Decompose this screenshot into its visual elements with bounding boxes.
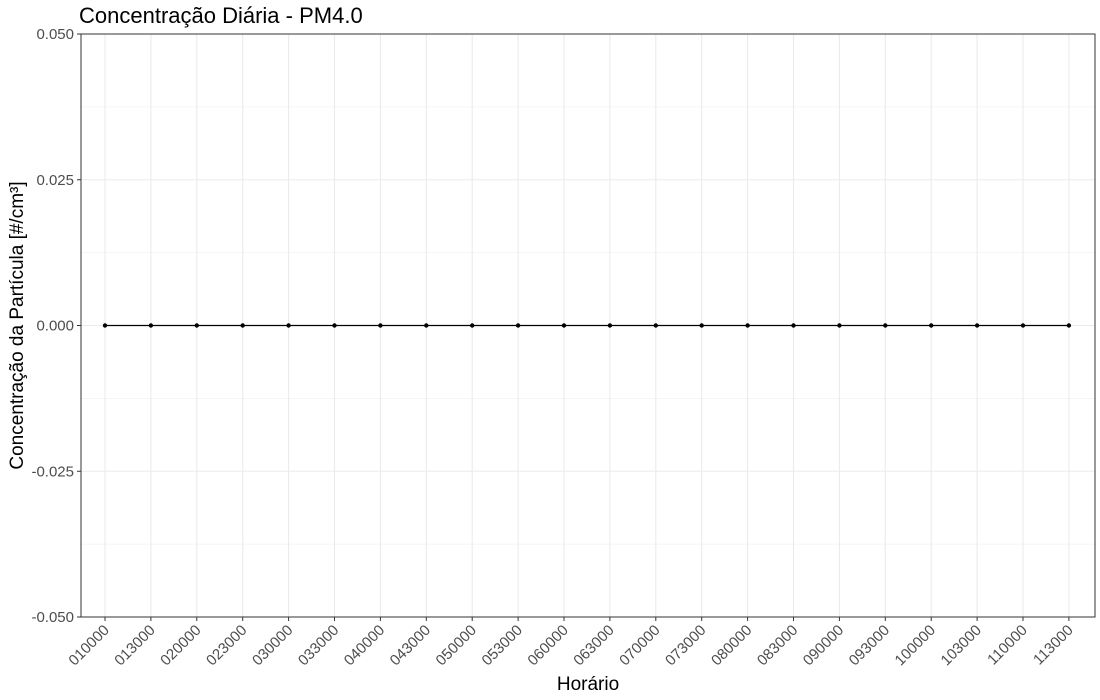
data-point [653, 323, 658, 328]
data-point [470, 323, 475, 328]
data-point [424, 323, 429, 328]
x-tick-label: 103000 [938, 622, 985, 669]
data-point [515, 323, 521, 328]
x-tick-label: 113000 [1030, 622, 1077, 669]
series-layer [102, 323, 1072, 328]
x-tick-label: 073000 [662, 622, 709, 669]
x-tick-label: 023000 [203, 622, 250, 669]
x-tick-label: 033000 [295, 622, 342, 669]
data-point [332, 323, 337, 328]
chart-title: Concentração Diária - PM4.0 [79, 3, 363, 28]
x-tick-label: 013000 [111, 622, 158, 669]
data-point [286, 323, 291, 328]
data-point [148, 323, 154, 328]
y-tick-label: 0.025 [36, 172, 74, 189]
x-tick-label: 083000 [754, 622, 801, 669]
data-point [791, 323, 796, 328]
x-tick-label: 093000 [846, 622, 893, 669]
data-point [1020, 323, 1026, 328]
data-point [1066, 323, 1072, 328]
x-tick-label: 050000 [433, 622, 480, 669]
y-tick-label: 0.000 [36, 318, 74, 335]
x-tick-label: 090000 [800, 622, 847, 669]
data-point [607, 323, 613, 328]
x-tick-label: 060000 [524, 622, 571, 669]
data-point [745, 323, 750, 328]
data-point [240, 323, 245, 328]
x-tick-label: 053000 [479, 622, 526, 669]
y-tick-label: 0.050 [36, 26, 74, 43]
data-point [974, 323, 980, 328]
x-tick-label: 040000 [341, 622, 388, 669]
x-tick-label: 063000 [570, 622, 617, 669]
x-tick-label: 100000 [892, 622, 939, 669]
x-tick-label: 010000 [65, 622, 112, 669]
data-point [699, 323, 704, 328]
y-axis-title: Concentração da Partícula [#/cm³] [7, 181, 28, 469]
x-axis: 0100000130000200000230000300000330000400… [65, 617, 1077, 669]
data-point [561, 323, 567, 328]
y-tick-label: -0.025 [31, 463, 74, 480]
data-point [194, 323, 199, 328]
data-point [102, 323, 108, 328]
data-point [378, 323, 383, 328]
x-tick-label: 030000 [249, 622, 296, 669]
x-tick-label: 043000 [387, 622, 434, 669]
y-axis: -0.050 -0.025 0.000 0.025 0.050 [31, 26, 81, 626]
data-point [929, 323, 934, 328]
x-tick-label: 070000 [616, 622, 663, 669]
y-tick-label: -0.050 [31, 609, 74, 626]
x-tick-label: 020000 [157, 622, 204, 669]
data-point [837, 323, 842, 328]
x-tick-label: 080000 [708, 622, 755, 669]
data-point [883, 323, 888, 328]
x-tick-label: 110000 [984, 622, 1031, 669]
x-axis-title: Horário [557, 674, 619, 695]
